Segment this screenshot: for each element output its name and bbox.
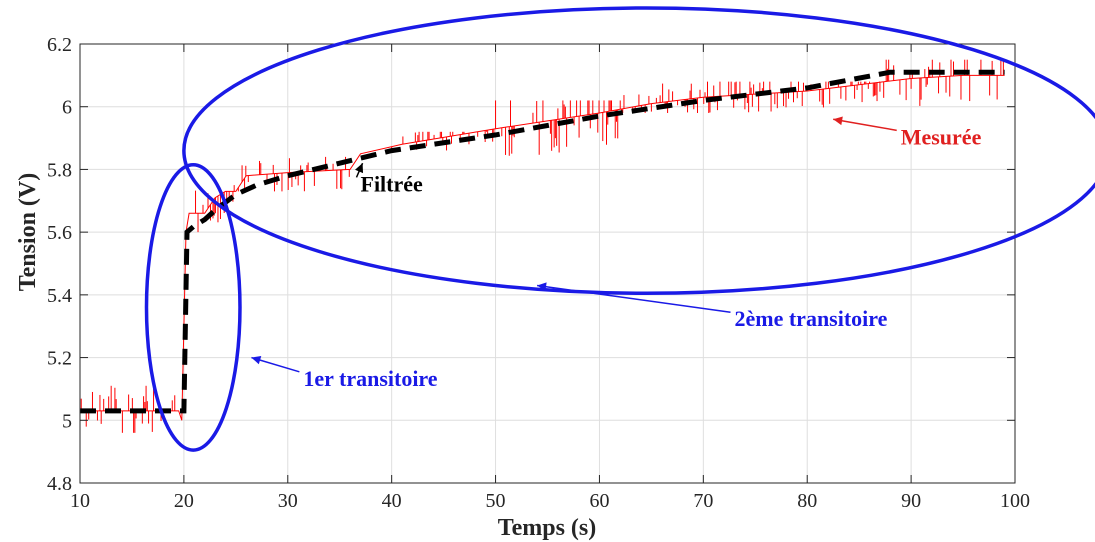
y-tick-label: 6.2	[47, 34, 72, 56]
annotation-arrowhead	[355, 163, 364, 174]
annotation-arrowhead	[833, 116, 843, 126]
plot-frame	[79, 43, 1016, 484]
ellipse-1er-transitoire	[144, 162, 242, 452]
x-tick-label: 90	[901, 490, 921, 512]
x-tick-label: 70	[693, 490, 713, 512]
measured-series	[80, 59, 1005, 433]
y-tick-label: 6	[62, 97, 72, 119]
y-tick-label: 5.6	[47, 222, 72, 244]
ellipses	[144, 6, 1095, 452]
x-tick-label: 100	[1000, 490, 1030, 512]
annotation-arrow	[833, 118, 897, 132]
x-tick-label: 50	[486, 490, 506, 512]
y-tick-label: 5.8	[47, 159, 72, 181]
y-tick-label: 4.8	[47, 473, 72, 495]
x-tick-label: 60	[589, 490, 609, 512]
x-tick-label: 10	[70, 490, 90, 512]
filtered-series	[80, 69, 1005, 414]
annotation-arrowhead	[251, 355, 262, 365]
x-tick-label: 20	[174, 490, 194, 512]
y-tick-label: 5.2	[47, 348, 72, 370]
x-tick-label: 40	[382, 490, 402, 512]
annotation-label: 2ème transitoire	[735, 306, 888, 331]
grid	[79, 43, 1016, 484]
annotation-arrowhead	[537, 282, 547, 291]
annotations: Mesurée Filtrée 1er transitoire 2ème transi…	[251, 116, 982, 391]
ellipse-2-me-transitoire	[182, 6, 1095, 295]
axis-ticks: 10 20 30 40 50 60 70 80 90 100 4.8 5 5.2 5.4 5.6 5.8 6 6.…	[47, 34, 1030, 512]
annotation-arrow	[537, 284, 731, 313]
y-axis-title: Tension (V)	[15, 173, 41, 291]
filtered-line	[80, 69, 1005, 414]
annotation-label: 1er transitoire	[303, 366, 437, 391]
x-axis-title: Temps (s)	[498, 515, 596, 541]
y-tick-label: 5	[62, 410, 72, 432]
annotation-label: Filtrée	[361, 171, 424, 196]
annotation-label: Mesurée	[901, 124, 982, 149]
x-tick-label: 80	[797, 490, 817, 512]
x-tick-label: 30	[278, 490, 298, 512]
y-tick-label: 5.4	[47, 285, 72, 307]
